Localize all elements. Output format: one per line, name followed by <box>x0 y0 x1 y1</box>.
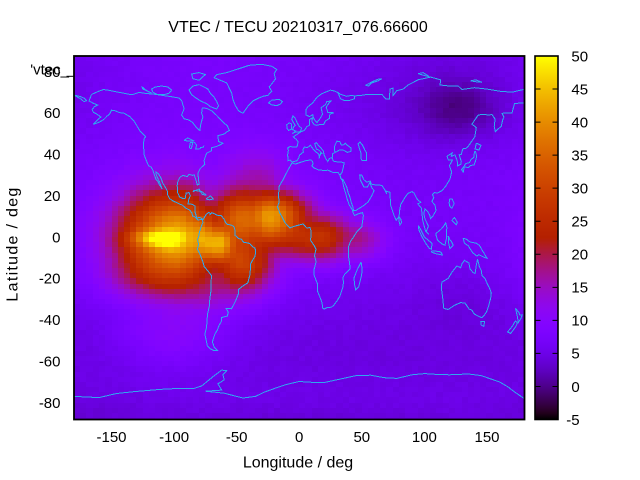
svg-text:45: 45 <box>571 81 588 98</box>
svg-text:'vtec_: 'vtec_ <box>30 62 69 79</box>
svg-text:10: 10 <box>571 313 588 330</box>
svg-text:0: 0 <box>295 429 303 446</box>
svg-text:-150: -150 <box>96 429 126 446</box>
svg-text:Longitude / deg: Longitude / deg <box>243 455 353 472</box>
svg-text:60: 60 <box>44 105 61 122</box>
svg-text:100: 100 <box>412 429 437 446</box>
svg-text:-80: -80 <box>39 395 61 412</box>
svg-text:40: 40 <box>571 114 588 131</box>
svg-text:Latitude / deg: Latitude / deg <box>5 186 22 301</box>
svg-text:-5: -5 <box>566 412 579 429</box>
svg-text:-60: -60 <box>39 354 61 371</box>
svg-text:20: 20 <box>571 247 588 264</box>
svg-text:-100: -100 <box>159 429 189 446</box>
svg-text:50: 50 <box>571 48 588 65</box>
svg-text:20: 20 <box>44 188 61 205</box>
svg-text:0: 0 <box>52 229 60 246</box>
svg-text:-40: -40 <box>39 312 61 329</box>
svg-text:35: 35 <box>571 147 588 164</box>
svg-text:0: 0 <box>571 379 579 396</box>
svg-text:-50: -50 <box>226 429 248 446</box>
svg-text:80: 80 <box>44 64 61 81</box>
svg-text:5: 5 <box>571 346 579 363</box>
svg-text:150: 150 <box>474 429 499 446</box>
svg-text:30: 30 <box>571 181 588 198</box>
svg-text:VTEC / TECU 20210317_076.66600: VTEC / TECU 20210317_076.66600 <box>168 19 428 36</box>
svg-text:40: 40 <box>44 147 61 164</box>
svg-text:50: 50 <box>353 429 370 446</box>
svg-text:25: 25 <box>571 214 588 231</box>
svg-text:-20: -20 <box>39 271 61 288</box>
svg-text:15: 15 <box>571 280 588 297</box>
